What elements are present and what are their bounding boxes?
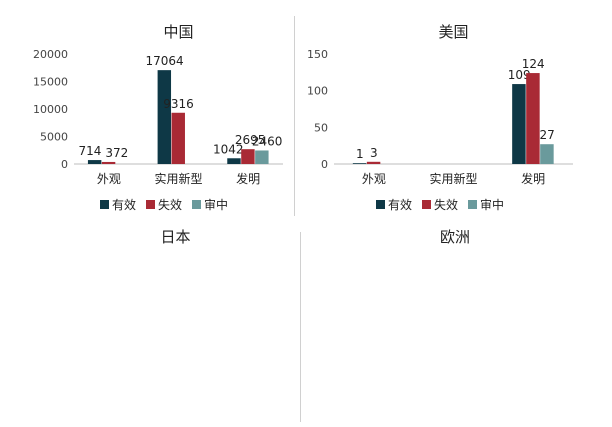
chart-panel-europe: 欧洲0200400600800外观7045实用新型52367发明16759336… bbox=[306, 228, 612, 427]
y-tick-label: 0 bbox=[61, 158, 68, 171]
legend-swatch bbox=[100, 200, 109, 209]
data-label: 1042 bbox=[213, 142, 244, 156]
chart-title: 中国 bbox=[163, 23, 193, 41]
data-label: 1 bbox=[356, 147, 364, 161]
legend-swatch bbox=[468, 200, 477, 209]
bar-审中 bbox=[255, 150, 269, 164]
y-tick-label: 5000 bbox=[40, 131, 68, 144]
category-label: 外观 bbox=[362, 172, 386, 186]
chart-japan: 日本0100200300400500600外观1433实用新型30115发明16… bbox=[160, 228, 190, 246]
panel-divider bbox=[300, 232, 301, 422]
y-tick-label: 15000 bbox=[33, 76, 68, 89]
bar-审中 bbox=[540, 144, 554, 164]
chart-panel-japan: 日本0100200300400500600外观1433实用新型30115发明16… bbox=[0, 228, 306, 427]
data-label: 109 bbox=[508, 68, 531, 82]
y-tick-label: 10000 bbox=[33, 103, 68, 116]
y-tick-label: 150 bbox=[307, 48, 328, 61]
chart-title: 美国 bbox=[438, 23, 468, 41]
data-label: 714 bbox=[78, 144, 101, 158]
bar-有效 bbox=[512, 84, 526, 164]
y-tick-label: 100 bbox=[307, 85, 328, 98]
panel-divider bbox=[294, 16, 295, 216]
bar-有效 bbox=[352, 163, 367, 164]
chart-title: 日本 bbox=[160, 228, 190, 246]
category-label: 实用新型 bbox=[429, 171, 477, 186]
y-tick-label: 50 bbox=[314, 121, 328, 134]
legend-label: 有效 bbox=[388, 197, 412, 212]
data-label: 9316 bbox=[163, 97, 194, 111]
bar-失效 bbox=[241, 149, 255, 164]
legend-label: 审中 bbox=[480, 197, 504, 212]
bar-失效 bbox=[526, 73, 540, 164]
legend-swatch bbox=[146, 200, 155, 209]
data-label: 27 bbox=[540, 128, 555, 142]
bar-失效 bbox=[101, 161, 116, 164]
category-label: 实用新型 bbox=[154, 171, 202, 186]
chart-panel-usa: 美国 0 50 100 150 外观 1 3 实用新型 发明 109 124 27 有效 失效 审中 bbox=[306, 0, 612, 228]
y-tick-label: 20000 bbox=[33, 48, 68, 61]
data-label: 17064 bbox=[145, 54, 183, 68]
chart-panel-china: 中国 0 5000 10000 15000 20000 外观 714 372 实用新型 17064 9… bbox=[0, 0, 306, 228]
category-label: 外观 bbox=[97, 172, 121, 186]
bar-失效 bbox=[171, 112, 185, 164]
legend-swatch bbox=[422, 200, 431, 209]
data-label: 2695 bbox=[235, 133, 266, 147]
bar-失效 bbox=[366, 161, 381, 164]
category-label: 发明 bbox=[236, 171, 260, 186]
bar-有效 bbox=[157, 70, 172, 164]
legend-swatch bbox=[192, 200, 201, 209]
data-label: 372 bbox=[105, 146, 128, 160]
data-label: 2460 bbox=[252, 134, 283, 148]
legend-label: 失效 bbox=[434, 197, 458, 212]
legend-label: 有效 bbox=[112, 197, 136, 212]
chart-title: 欧洲 bbox=[440, 228, 470, 246]
data-label: 3 bbox=[370, 146, 378, 160]
bar-有效 bbox=[87, 160, 102, 164]
chart-china: 中国 0 5000 10000 15000 20000 外观 714 372 实用新型 17064 9… bbox=[33, 23, 283, 212]
bar-有效 bbox=[227, 158, 241, 164]
data-label: 124 bbox=[522, 57, 545, 71]
chart-europe: 欧洲0200400600800外观7045实用新型52367发明16759336… bbox=[440, 228, 470, 246]
category-label: 发明 bbox=[521, 171, 545, 186]
legend-swatch bbox=[376, 200, 385, 209]
legend-label: 审中 bbox=[204, 197, 228, 212]
y-tick-label: 0 bbox=[321, 158, 328, 171]
legend-label: 失效 bbox=[158, 197, 182, 212]
